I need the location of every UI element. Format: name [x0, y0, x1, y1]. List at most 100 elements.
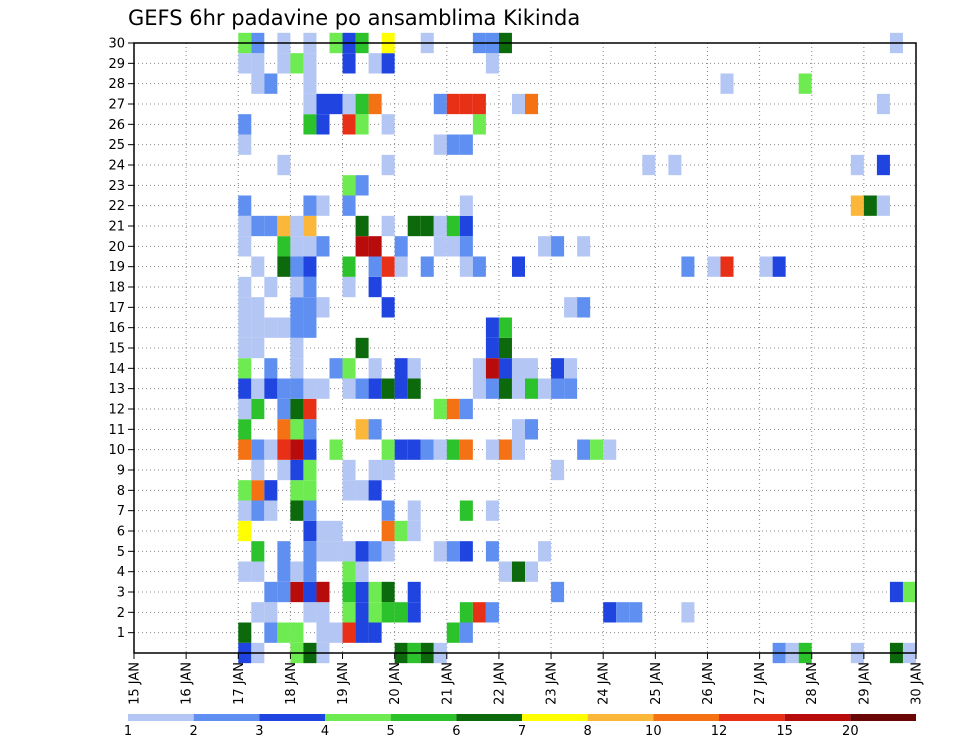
heatmap-cell [459, 398, 473, 420]
heatmap-cell [355, 541, 369, 562]
heatmap-cell [368, 581, 382, 603]
x-tick-label: 26 JAN [701, 662, 716, 705]
y-tick-label: 8 [117, 484, 125, 499]
heatmap-cell [303, 419, 317, 440]
heatmap-cell [381, 500, 395, 521]
heatmap-cell [355, 581, 369, 603]
y-tick-label: 15 [108, 342, 125, 357]
heatmap-cell [459, 602, 473, 623]
heatmap-cell [238, 500, 252, 521]
heatmap-cell [407, 358, 421, 379]
heatmap-cell [342, 93, 356, 115]
heatmap-cell [525, 378, 539, 399]
x-tick-label: 29 JAN [857, 662, 872, 705]
heatmap-cell [459, 622, 473, 643]
legend-label: 12 [711, 724, 728, 739]
heatmap-cell [303, 378, 317, 399]
heatmap-cell [433, 236, 447, 257]
heatmap-cell [277, 215, 291, 237]
heatmap-cell [303, 215, 317, 237]
heatmap-cell [876, 195, 890, 216]
heatmap-cell [290, 561, 304, 582]
legend-label: 2 [190, 724, 198, 739]
x-tick-label: 20 JAN [388, 662, 403, 705]
y-tick-label: 7 [117, 504, 125, 519]
heatmap-cell [303, 581, 317, 603]
heatmap-cell [368, 459, 382, 481]
x-tick-label: 30 JAN [910, 662, 925, 705]
y-tick-label: 13 [108, 382, 125, 397]
heatmap-cell [342, 378, 356, 399]
heatmap-cell [511, 561, 525, 582]
heatmap-cell [538, 541, 552, 562]
heatmap-cells [238, 32, 916, 664]
y-tick-label: 12 [108, 403, 125, 418]
heatmap-cell [277, 439, 291, 460]
heatmap-cell [603, 439, 617, 460]
heatmap-cell [316, 622, 330, 643]
legend-swatch [587, 714, 654, 721]
x-tick-label: 19 JAN [336, 662, 351, 705]
legend-swatch [719, 714, 785, 721]
legend-swatch [456, 714, 522, 721]
heatmap-cell [511, 419, 525, 440]
heatmap-cell [420, 439, 434, 460]
heatmap-cell [303, 114, 317, 135]
x-tick-label: 27 JAN [753, 662, 768, 705]
heatmap-cell [577, 236, 591, 257]
heatmap-cell [446, 93, 460, 115]
chart-title: GEFS 6hr padavine po ansamblima Kikinda [128, 6, 581, 30]
heatmap-cell [303, 480, 317, 501]
heatmap-cell [394, 358, 408, 379]
heatmap-cell [238, 520, 252, 542]
heatmap-cell [577, 439, 591, 460]
heatmap-cell [485, 602, 499, 623]
y-tick-label: 18 [108, 281, 125, 296]
heatmap-cell [407, 439, 421, 460]
heatmap-cell [290, 378, 304, 399]
heatmap-cell [238, 236, 252, 257]
heatmap-cell [329, 439, 343, 460]
heatmap-cell [316, 297, 330, 318]
heatmap-cell [511, 439, 525, 460]
heatmap-cell [290, 419, 304, 440]
heatmap-cell [264, 622, 278, 643]
heatmap-cell [472, 378, 486, 399]
heatmap-cell [251, 317, 265, 338]
heatmap-cell [485, 500, 499, 521]
heatmap-cell [459, 134, 473, 155]
heatmap-cell [772, 256, 786, 277]
heatmap-cell [368, 541, 382, 562]
heatmap-cell [564, 378, 578, 399]
y-tick-label: 6 [117, 525, 125, 540]
heatmap-cell [342, 276, 356, 298]
heatmap-cell [316, 93, 330, 115]
heatmap-cell [316, 236, 330, 257]
legend-label: 6 [452, 724, 460, 739]
heatmap-cell [355, 622, 369, 643]
heatmap-cell [290, 236, 304, 257]
heatmap-cell [538, 378, 552, 399]
heatmap-cell [381, 154, 395, 176]
heatmap-cell [433, 134, 447, 155]
y-tick-label: 16 [108, 321, 125, 336]
heatmap-cell [251, 398, 265, 420]
heatmap-cell [316, 602, 330, 623]
y-tick-label: 20 [108, 240, 125, 255]
heatmap-cell [303, 256, 317, 277]
heatmap-cell [342, 256, 356, 277]
heatmap-cell [355, 378, 369, 399]
heatmap-cell [355, 175, 369, 196]
heatmap-cell [329, 622, 343, 643]
heatmap-cell [355, 114, 369, 135]
legend-label: 20 [842, 724, 859, 739]
heatmap-cell [485, 378, 499, 399]
heatmap-cell [381, 520, 395, 542]
x-tick-label: 16 JAN [180, 662, 195, 705]
heatmap-cell [316, 581, 330, 603]
heatmap-cell [290, 581, 304, 603]
x-tick-label: 17 JAN [232, 662, 247, 705]
heatmap-cell [303, 541, 317, 562]
heatmap-cell [525, 561, 539, 582]
heatmap-cell [290, 297, 304, 318]
